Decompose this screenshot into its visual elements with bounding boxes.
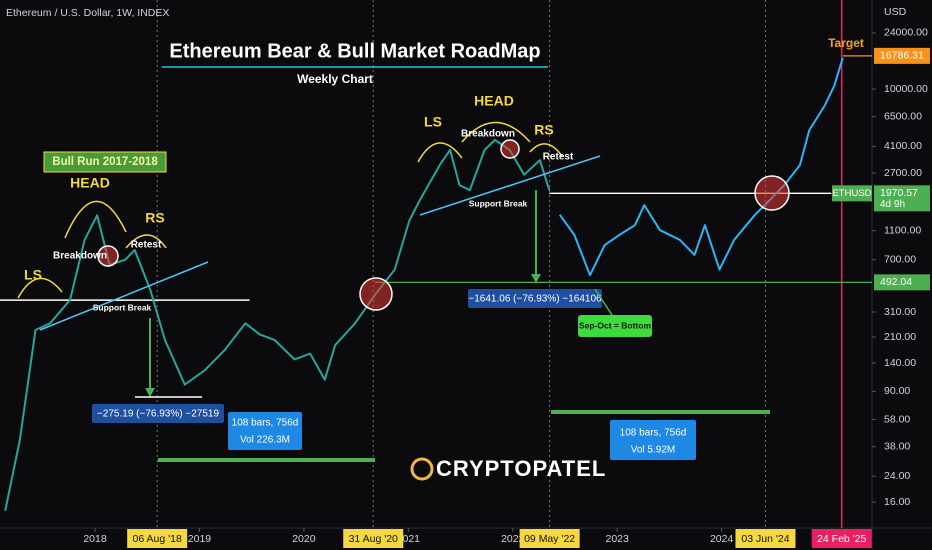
- annotation: Target: [828, 36, 864, 50]
- y-tick-label: 2700.00: [884, 167, 922, 179]
- y-tick-label: 58.00: [884, 413, 910, 425]
- arrow-head: [145, 388, 155, 397]
- price-tag-label: 492.04: [880, 276, 912, 288]
- y-tick-label: 24.00: [884, 470, 910, 482]
- circle: [359, 277, 393, 311]
- annotation: Vol 5.92M: [631, 445, 675, 456]
- chart-title: Ethereum Bear & Bull Market RoadMap: [169, 40, 540, 62]
- x-tick-label: 2023: [606, 533, 630, 545]
- support-line: [419, 155, 601, 216]
- price-tag-label: 1970.57: [880, 187, 918, 199]
- arc: [461, 121, 531, 143]
- date-label: 09 May '22: [524, 533, 575, 545]
- x-tick-label: 2019: [188, 533, 212, 545]
- arc: [125, 234, 167, 249]
- price-tag: [874, 185, 930, 212]
- annotation: Support Break: [469, 198, 528, 208]
- annotation: Bull Run 2017-2018: [52, 156, 158, 168]
- annotation: Sep-Oct = Bottom: [579, 320, 651, 330]
- date-box: [735, 529, 796, 548]
- break-circles: [97, 139, 790, 311]
- y-tick-label: 700.00: [884, 254, 916, 266]
- annotation: Vol 226.3M: [240, 435, 290, 446]
- annotation: RS: [534, 122, 553, 138]
- price-tag-label: 16786.31: [880, 50, 924, 62]
- annotation: Breakdown: [53, 251, 107, 262]
- label-box: [578, 315, 652, 337]
- y-tick-label: 16.00: [884, 496, 910, 508]
- annotation: HEAD: [474, 93, 514, 109]
- circle: [754, 175, 790, 211]
- price-line-series: [4, 138, 551, 512]
- symbol-label: ETHUSD: [832, 188, 871, 199]
- y-tick-label: 4100.00: [884, 140, 922, 152]
- date-box: [343, 529, 404, 548]
- support-line: [39, 261, 209, 331]
- chart-subtitle: Weekly Chart: [297, 72, 373, 86]
- annotation: −275.19 (−76.93%) −27519: [97, 409, 219, 420]
- price-line-series: [558, 57, 844, 277]
- annotation: LS: [424, 114, 442, 130]
- arc: [417, 142, 463, 163]
- annotation: 108 bars, 756d: [232, 418, 299, 429]
- label-box: [610, 420, 696, 460]
- symbol: Ethereum / U.S. Dollar, 1W, INDEX: [6, 7, 169, 19]
- logo: [410, 457, 434, 481]
- y-tick-label: 1100.00: [884, 225, 921, 237]
- label-box: [92, 404, 224, 423]
- x-tick-label: 2018: [83, 533, 107, 545]
- date-label: 06 Aug '18: [133, 533, 182, 545]
- x-tick-label: 2022: [501, 533, 525, 545]
- y-tick-label: 6500.00: [884, 111, 922, 123]
- pattern-arcs: [17, 121, 563, 299]
- arrow-head: [531, 274, 541, 283]
- arc: [529, 143, 563, 157]
- circle: [97, 245, 119, 267]
- annotation: Retest: [543, 152, 574, 163]
- y-tick-label: 10000.00: [884, 83, 928, 95]
- price-tag: [874, 47, 930, 64]
- date-box: [811, 529, 872, 548]
- arc: [64, 200, 127, 239]
- circle: [500, 139, 520, 159]
- y-tick-label: 38.00: [884, 440, 910, 452]
- label-box: [468, 289, 602, 308]
- date-label: 03 Jun '24: [741, 533, 789, 545]
- price-tag: [874, 274, 930, 291]
- y-tick-label: 310.00: [884, 306, 916, 318]
- arc: [17, 277, 63, 299]
- callout-line: [594, 288, 613, 316]
- date-box: [519, 529, 580, 548]
- symbol-tag: [832, 185, 872, 202]
- y-tick-label: 24000.00: [884, 27, 928, 39]
- date-label: 24 Feb '25: [817, 533, 866, 545]
- annotation: 108 bars, 756d: [620, 428, 687, 439]
- x-tick-label: 2020: [292, 533, 316, 545]
- date-label: 31 Aug '20: [349, 533, 398, 545]
- annotation: Breakdown: [461, 129, 515, 140]
- x-tick-label: 2024: [710, 533, 734, 545]
- watermark: CRYPTOPATEL: [436, 456, 606, 481]
- y-tick-label: 90.00: [884, 385, 910, 397]
- countdown: 4d 9h: [880, 199, 905, 210]
- annotation: LS: [24, 267, 42, 283]
- annotation: RS: [145, 210, 164, 226]
- y-tick-label: 140.00: [884, 357, 916, 369]
- y-tick-label: 210.00: [884, 331, 916, 343]
- annotation: −1641.06 (−76.93%) −164106: [468, 294, 602, 305]
- annotation: Support Break: [93, 302, 152, 312]
- label-box: [228, 412, 302, 450]
- annotation: HEAD: [70, 175, 110, 191]
- label-box: [43, 151, 167, 173]
- currency: USD: [884, 6, 907, 18]
- date-box: [127, 529, 188, 548]
- annotation: Retest: [131, 240, 162, 251]
